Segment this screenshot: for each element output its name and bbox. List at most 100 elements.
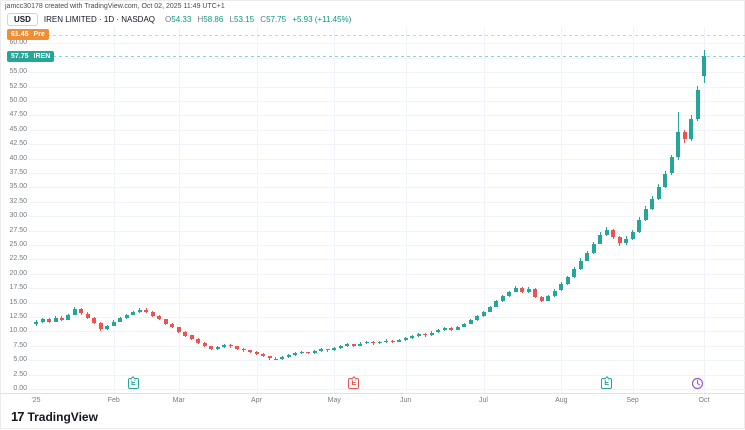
y-axis-tick-label: 42.50 (9, 140, 27, 148)
y-axis-tick-label: 17.50 (9, 284, 27, 292)
candle (228, 344, 233, 347)
footer: 17 TradingView (11, 409, 98, 424)
y-axis-tick-label: 35.00 (9, 183, 27, 191)
candle (222, 344, 227, 347)
gridline-vertical (178, 27, 180, 393)
candle (494, 301, 499, 307)
candle (111, 321, 116, 326)
candle (617, 236, 622, 244)
y-axis-tick-label: 12.50 (9, 313, 27, 320)
earnings-event-icon[interactable]: E (348, 378, 360, 389)
gridline-horizontal (29, 288, 745, 290)
high-label: H (197, 15, 204, 24)
candle (468, 320, 473, 324)
candle (526, 288, 531, 293)
upcoming-earnings-clock-icon[interactable] (691, 377, 704, 390)
candle (34, 322, 38, 325)
candle (384, 340, 389, 343)
candle (209, 346, 214, 350)
candle (261, 353, 265, 357)
gridline-vertical (561, 27, 563, 393)
candle (604, 230, 609, 235)
tradingview-brand-link[interactable]: TradingView (27, 409, 98, 424)
x-axis-month-label: Jun (399, 397, 412, 404)
candle (462, 323, 466, 327)
candle (98, 322, 103, 329)
candle (371, 341, 376, 344)
y-axis-tick-label: 32.50 (9, 197, 27, 205)
candle (513, 287, 518, 292)
candle (248, 350, 252, 352)
change-value: +5.93 (+11.45%) (292, 15, 352, 24)
candle (416, 333, 421, 336)
candle (118, 318, 123, 322)
y-axis-tick-label: 0.00 (13, 385, 27, 392)
candle (215, 346, 220, 350)
candle (364, 341, 369, 344)
candle (442, 327, 447, 331)
candle (669, 157, 674, 174)
tradingview-logo-icon[interactable]: 17 (11, 409, 25, 424)
candle (403, 338, 408, 340)
earnings-event-icon[interactable]: E (127, 378, 139, 389)
y-axis-tick-label: 27.50 (9, 226, 27, 234)
last-price: 57.75 (11, 52, 29, 60)
candle (72, 308, 77, 315)
gridline-horizontal (29, 360, 745, 362)
candle (267, 356, 272, 359)
candle (351, 344, 356, 346)
y-axis-tick-label: 10.00 (9, 327, 27, 335)
high-value: 58.86 (203, 15, 224, 24)
gridline-vertical (334, 27, 336, 393)
candle (539, 296, 544, 301)
currency-toggle-button[interactable]: USD (7, 13, 38, 26)
candle (630, 232, 635, 239)
candle (488, 306, 492, 312)
premarket-price-label: 61.45 Pre (7, 29, 49, 41)
candle (585, 253, 590, 261)
candle (546, 296, 551, 301)
gridline-horizontal (29, 144, 745, 146)
x-axis-month-label: Oct (698, 397, 710, 404)
x-axis-month-label: Apr (251, 397, 262, 404)
earnings-event-icon[interactable]: E (601, 378, 613, 389)
open-label: O (165, 15, 172, 24)
last-price-symbol: IREN (33, 52, 51, 60)
candle (202, 342, 207, 347)
y-axis-tick-label: 2.50 (13, 370, 27, 378)
candle (552, 290, 557, 297)
candle (656, 186, 661, 199)
y-axis-tick-label: 30.00 (9, 212, 27, 220)
candle (481, 311, 486, 317)
candle (410, 336, 415, 339)
candle (663, 173, 667, 187)
candle (650, 198, 655, 210)
gridline-vertical (113, 27, 115, 393)
candle (559, 284, 564, 291)
candle (565, 277, 570, 285)
x-axis-month-label: Mar (172, 397, 185, 404)
candle (196, 338, 201, 343)
candle (624, 238, 629, 244)
candle (436, 330, 441, 333)
ticker-header: USD IREN LIMITED · 1D · NASDAQ O54.33 H5… (7, 13, 351, 26)
gridline-vertical (483, 27, 485, 393)
candle (85, 313, 90, 318)
candle (176, 327, 181, 332)
gridline-horizontal (29, 172, 745, 174)
candle (150, 311, 155, 316)
y-axis-tick-label: 45.00 (9, 125, 27, 133)
candle (53, 317, 58, 322)
y-axis-tick-label: 15.00 (9, 298, 27, 306)
y-axis-tick-label: 55.00 (9, 68, 27, 76)
candle (170, 323, 175, 328)
candle (280, 357, 285, 359)
candle (598, 234, 603, 244)
x-axis-month-label: Feb (107, 397, 120, 404)
last-price-label: 57.75 IREN (7, 50, 55, 62)
candle (377, 342, 382, 344)
gridline-horizontal (29, 389, 745, 390)
x-axis-month-label: Aug (555, 397, 568, 404)
close-label: C (260, 15, 267, 24)
candle (533, 288, 538, 297)
